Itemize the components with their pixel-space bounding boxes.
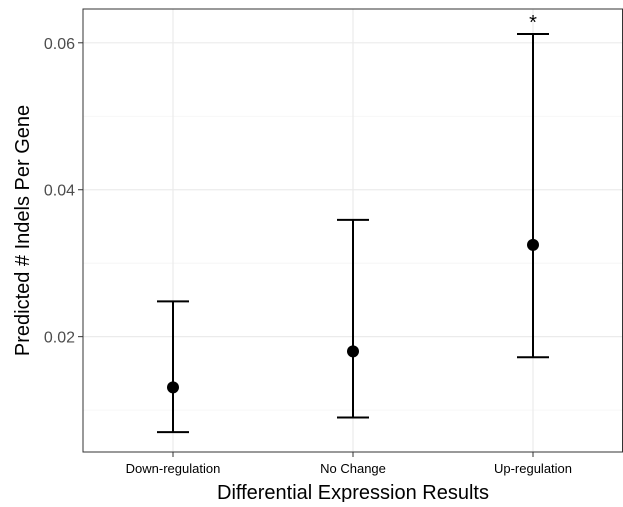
y-axis-title: Predicted # Indels Per Gene	[12, 105, 34, 356]
data-point	[167, 381, 179, 394]
data-point	[347, 345, 359, 358]
error-bar-group	[157, 300, 189, 434]
error-bar-group: *	[517, 12, 549, 359]
x-tick-label: Up-regulation	[494, 461, 572, 476]
error-bar-group	[337, 218, 369, 419]
axis-layer: 0.02 0.04 0.06 Down-regulation No Change Up-r…	[44, 36, 572, 476]
y-tick-label: 0.04	[44, 183, 75, 200]
x-axis-title: Differential Expression Results	[217, 482, 489, 502]
data-point	[527, 238, 539, 251]
significance-annotation: *	[529, 12, 537, 34]
mark-layer: *	[157, 12, 549, 434]
y-tick-label: 0.06	[44, 36, 75, 53]
x-tick-label: No Change	[320, 461, 386, 476]
x-tick-label: Down-regulation	[126, 461, 221, 476]
y-tick-label: 0.02	[44, 330, 75, 347]
